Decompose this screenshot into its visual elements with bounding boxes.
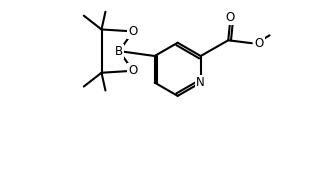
Text: N: N bbox=[196, 76, 205, 89]
Text: O: O bbox=[128, 25, 138, 38]
Text: O: O bbox=[255, 37, 264, 50]
Text: O: O bbox=[225, 11, 235, 24]
Text: B: B bbox=[115, 45, 123, 58]
Text: O: O bbox=[128, 64, 138, 77]
